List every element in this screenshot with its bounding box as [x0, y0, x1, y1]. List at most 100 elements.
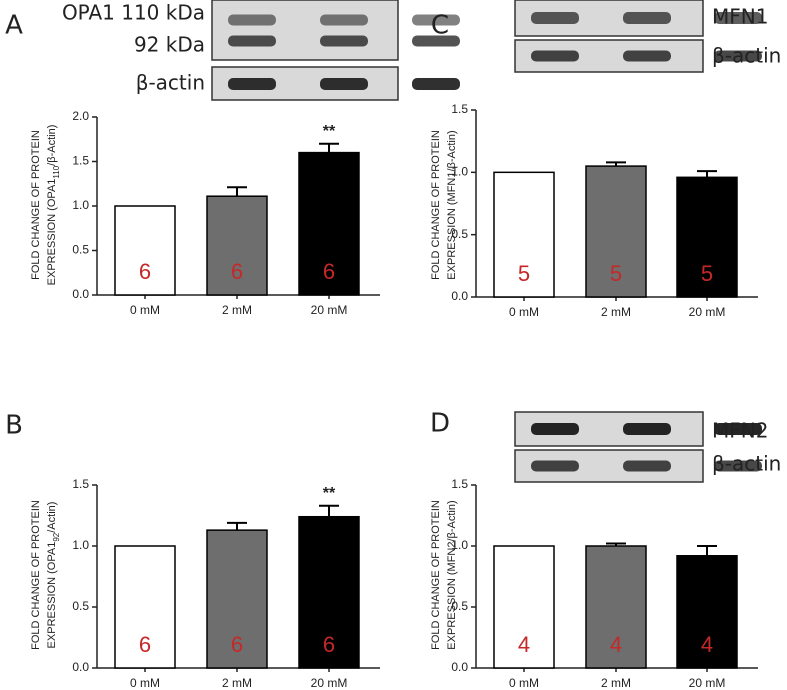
significance: ** — [323, 485, 336, 502]
n-label: 4 — [518, 632, 530, 657]
x-tick-label: 2 mM — [222, 676, 252, 690]
blot-band — [531, 423, 579, 435]
x-tick-label: 0 mM — [509, 676, 539, 690]
blot-band — [623, 12, 671, 24]
panel-letter: B — [5, 411, 23, 441]
x-tick-label: 2 mM — [601, 305, 631, 319]
blot-band — [531, 12, 579, 24]
x-tick-label: 0 mM — [130, 676, 160, 690]
y-tick-label: 1.0 — [72, 198, 89, 212]
bar — [585, 165, 647, 298]
y-tick-label: 0.0 — [451, 660, 468, 674]
y-axis-label: EXPRESSION (OPA1110/β-Actin) — [46, 125, 61, 286]
blot-band — [412, 14, 460, 26]
x-tick-label: 2 mM — [222, 303, 252, 317]
y-tick-label: 1.5 — [72, 477, 89, 491]
x-tick-label: 20 mM — [689, 305, 726, 319]
n-label: 4 — [610, 632, 622, 657]
y-tick-label: 1.5 — [451, 102, 468, 116]
y-tick-label: 0.5 — [72, 599, 89, 613]
y-tick-label: 0.5 — [451, 599, 468, 613]
y-axis-label-part: /β-Actin) — [46, 125, 58, 166]
blot-band — [714, 460, 762, 472]
blot-label: 92 kDa — [134, 33, 205, 57]
n-label: 4 — [701, 632, 713, 657]
bar — [298, 515, 360, 669]
y-axis-label: FOLD CHANGE OF PROTEIN — [430, 500, 442, 650]
y-tick-label: 1.0 — [72, 538, 89, 552]
error-bar — [697, 545, 717, 556]
blot-band — [228, 14, 276, 26]
n-label: 5 — [701, 261, 713, 286]
blot-band — [623, 50, 671, 62]
n-label: 5 — [610, 261, 622, 286]
blot-band — [228, 35, 276, 47]
y-axis-label: EXPRESSION (OPA192/Actin) — [46, 502, 61, 649]
significance: ** — [323, 123, 336, 140]
blot-band — [714, 423, 762, 435]
bar — [676, 555, 738, 669]
y-axis-label-part: /Actin) — [46, 502, 58, 533]
blot-band — [320, 35, 368, 47]
blot-band — [531, 460, 579, 472]
y-tick-label: 0.0 — [72, 287, 89, 301]
y-tick-label: 1.5 — [72, 154, 89, 168]
y-axis-label-part: 92 — [52, 532, 61, 541]
y-axis-label: EXPRESSION (MFN1/β-Actin) — [446, 130, 458, 279]
blot-label: MFN2 — [712, 419, 768, 443]
n-label: 5 — [518, 261, 530, 286]
panel-letter: C — [431, 11, 449, 41]
y-axis-label: FOLD CHANGE OF PROTEIN — [30, 500, 42, 650]
x-tick-label: 20 mM — [311, 303, 348, 317]
panel-letter: D — [430, 409, 450, 439]
bar — [493, 545, 555, 669]
error-bar — [227, 186, 247, 197]
y-tick-label: 1.5 — [451, 477, 468, 491]
blot-band — [412, 35, 460, 47]
blot-label: MFN1 — [712, 5, 768, 29]
y-axis-label-part: EXPRESSION (MFN1/β-Actin) — [446, 130, 458, 279]
x-tick-label: 0 mM — [130, 303, 160, 317]
blot-band — [531, 50, 579, 62]
blot-band — [320, 14, 368, 26]
y-axis-label: FOLD CHANGE OF PROTEIN — [30, 130, 42, 280]
error-bar — [319, 142, 339, 153]
bar — [676, 176, 738, 298]
n-label: 6 — [139, 259, 151, 284]
blot-band — [320, 78, 368, 90]
n-label: 6 — [139, 632, 151, 657]
y-axis-label-part: 110 — [52, 165, 61, 178]
blot-band — [623, 423, 671, 435]
bar — [114, 205, 176, 296]
error-bar — [227, 521, 247, 531]
error-bar — [319, 504, 339, 517]
blot-band — [714, 12, 762, 24]
x-tick-label: 20 mM — [311, 676, 348, 690]
error-bar — [606, 161, 626, 167]
panel-letter: A — [5, 11, 23, 41]
bar — [493, 171, 555, 298]
y-tick-label: 2.0 — [72, 109, 89, 123]
y-axis-label-part: EXPRESSION (OPA1 — [46, 179, 58, 286]
x-tick-label: 2 mM — [601, 676, 631, 690]
y-tick-label: 0.5 — [451, 227, 468, 241]
y-axis-label: FOLD CHANGE OF PROTEIN — [430, 130, 442, 280]
bar — [585, 545, 647, 669]
error-bar — [697, 170, 717, 178]
blot-band — [412, 78, 460, 90]
bar — [114, 545, 176, 669]
blot-label: β-actin — [712, 44, 781, 68]
x-tick-label: 0 mM — [509, 305, 539, 319]
y-axis-label: EXPRESSION (MFN2/β-Actin) — [446, 500, 458, 649]
error-bar — [606, 542, 626, 546]
y-axis-label-part: EXPRESSION (OPA1 — [46, 542, 58, 649]
x-tick-label: 20 mM — [689, 676, 726, 690]
y-tick-label: 1.0 — [451, 165, 468, 179]
blot-band — [714, 50, 762, 62]
blot-band — [623, 460, 671, 472]
blot-label: β-actin — [136, 71, 205, 95]
bar — [206, 529, 268, 669]
n-label: 6 — [323, 259, 335, 284]
n-label: 6 — [231, 259, 243, 284]
